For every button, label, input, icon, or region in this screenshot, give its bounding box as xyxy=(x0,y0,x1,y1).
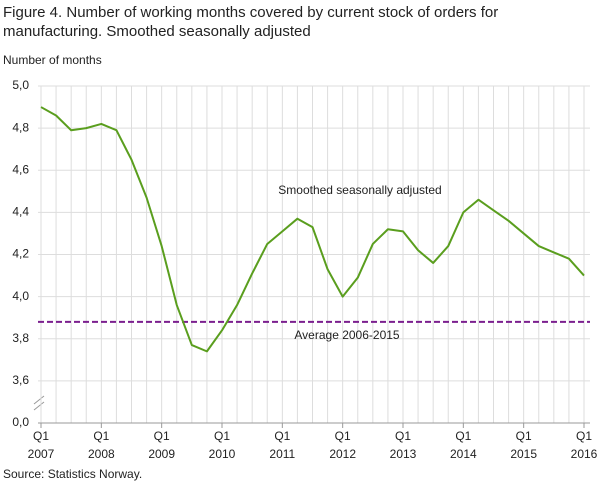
y-axis-label: Number of months xyxy=(3,53,102,67)
x-group-label: 2015 xyxy=(510,447,537,461)
x-tick-label: Q1 xyxy=(93,429,109,443)
y-tick-label: 4,2 xyxy=(12,247,29,261)
x-tick-label: Q1 xyxy=(33,429,49,443)
x-group-label: 2014 xyxy=(450,447,477,461)
line xyxy=(40,106,585,353)
y-tick-label: 3,6 xyxy=(12,373,29,387)
x-tick-label: Q1 xyxy=(516,429,532,443)
x-group-label: 2009 xyxy=(148,447,175,461)
y-tick-label: 4,8 xyxy=(12,120,29,134)
x-tick-label: Q1 xyxy=(214,429,230,443)
series-label: Smoothed seasonally adjusted xyxy=(278,183,441,197)
y-tick-label: 3,8 xyxy=(12,331,29,345)
y-tick-label: 4,4 xyxy=(12,205,29,219)
x-tick-label: Q1 xyxy=(395,429,411,443)
x-group-label: 2011 xyxy=(269,447,295,461)
x-tick-label: Q1 xyxy=(576,429,592,443)
x-group-label: 2010 xyxy=(209,447,236,461)
x-tick-label: Q1 xyxy=(154,429,170,443)
x-group-label: 2007 xyxy=(28,447,55,461)
y-tick-label: 4,0 xyxy=(12,289,29,303)
y-tick-label: 4,6 xyxy=(12,162,29,176)
x-group-label: 2012 xyxy=(329,447,356,461)
x-group-label: 2016 xyxy=(571,447,598,461)
chart-title: Figure 4. Number of working months cover… xyxy=(3,4,499,40)
x-tick-label: Q1 xyxy=(455,429,471,443)
average-label: Average 2006-2015 xyxy=(294,328,400,342)
x-tick-label: Q1 xyxy=(274,429,290,443)
source: Source: Statistics Norway. xyxy=(3,467,142,481)
x-tick-label: Q1 xyxy=(335,429,351,443)
x-group-label: 2008 xyxy=(88,447,115,461)
y-tick-label: 5,0 xyxy=(12,78,29,92)
axis-break xyxy=(33,395,45,411)
x-group-label: 2013 xyxy=(390,447,417,461)
y-tick-label: 0,0 xyxy=(12,415,29,429)
